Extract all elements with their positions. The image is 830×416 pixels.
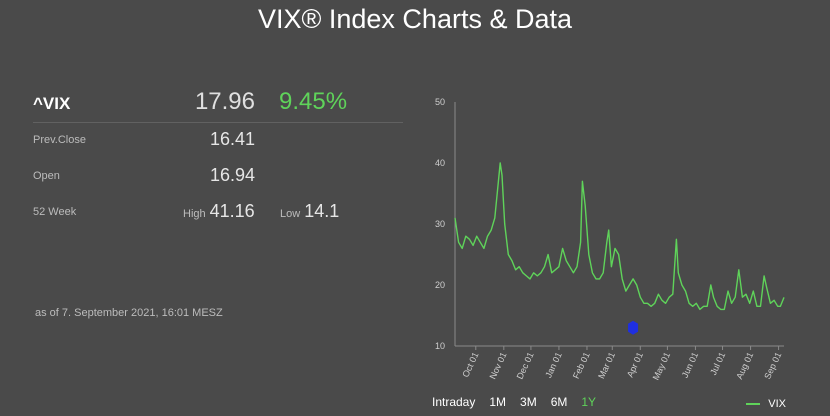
x-tick-label: Sep 01 xyxy=(762,351,783,381)
range-button-3m[interactable]: 3M xyxy=(520,395,537,409)
x-tick-label: Jul 01 xyxy=(708,351,727,377)
x-tick-label: Apr 01 xyxy=(625,351,645,379)
x-tick-label: Oct 01 xyxy=(460,351,480,379)
range-button-6m[interactable]: 6M xyxy=(550,395,568,409)
x-tick-label: Jun 01 xyxy=(680,351,700,380)
week52-low: Low 14.1 xyxy=(280,201,339,222)
chart-marker-icon xyxy=(628,320,639,335)
low-label: Low xyxy=(280,208,301,220)
y-tick-label: 30 xyxy=(435,219,445,229)
x-tick-label: Jan 01 xyxy=(543,351,563,380)
week52-label: 52 Week xyxy=(33,206,77,218)
symbol-row: ^VIX 17.96 9.45% xyxy=(33,86,403,123)
quote-timestamp: as of 7. September 2021, 16:01 MESZ xyxy=(35,307,223,319)
change-percent: 9.45% xyxy=(279,88,348,115)
legend-label: VIX xyxy=(768,398,786,410)
range-button-intraday[interactable]: Intraday xyxy=(432,395,476,409)
prev-close-row: Prev.Close 16.41 xyxy=(33,123,403,159)
week52-high: High 41.16 xyxy=(183,201,255,222)
low-value: 14.1 xyxy=(304,201,340,221)
vix-chart: 10 20 30 40 50 Oct 01 Nov 01 Dec 01 Jan 01 Feb 01… xyxy=(420,90,820,390)
page-title: VIX® Index Charts & Data xyxy=(257,4,573,34)
vix-chart-svg: 10 20 30 40 50 Oct 01 Nov 01 Dec 01 Jan 01 Feb 01… xyxy=(435,97,785,382)
x-tick-label: Dec 01 xyxy=(515,351,536,381)
x-tick-label: Nov 01 xyxy=(487,351,508,381)
week52-row: 52 Week High 41.16 Low 14.1 xyxy=(33,195,403,231)
chart-legend: VIX xyxy=(746,398,786,410)
series-line-vix xyxy=(454,162,785,311)
quote-panel: ^VIX 17.96 9.45% Prev.Close 16.41 Open 1… xyxy=(33,86,403,231)
x-tick-label: May 01 xyxy=(651,351,673,382)
range-button-1y[interactable]: 1Y xyxy=(581,395,597,409)
last-price: 17.96 xyxy=(194,88,255,115)
x-tick-label: Feb 01 xyxy=(571,351,592,381)
x-tick-label: Aug 01 xyxy=(734,351,755,381)
range-button-1m[interactable]: 1M xyxy=(489,395,507,409)
high-label: High xyxy=(183,208,206,220)
high-value: 41.16 xyxy=(209,201,255,221)
open-label: Open xyxy=(33,170,60,182)
prev-close-label: Prev.Close xyxy=(33,134,86,146)
symbol: ^VIX xyxy=(33,94,71,113)
x-tick-label: Mar 01 xyxy=(596,351,617,381)
y-tick-label: 10 xyxy=(435,341,445,351)
prev-close-value: 16.41 xyxy=(209,129,255,149)
y-tick-label: 20 xyxy=(435,280,445,290)
open-value: 16.94 xyxy=(209,165,255,185)
y-tick-label: 40 xyxy=(435,158,445,168)
y-tick-label: 50 xyxy=(435,97,445,107)
open-row: Open 16.94 xyxy=(33,159,403,195)
legend-swatch-icon xyxy=(746,403,761,405)
range-selector: Intraday 1M 3M 6M 1Y xyxy=(432,395,610,409)
